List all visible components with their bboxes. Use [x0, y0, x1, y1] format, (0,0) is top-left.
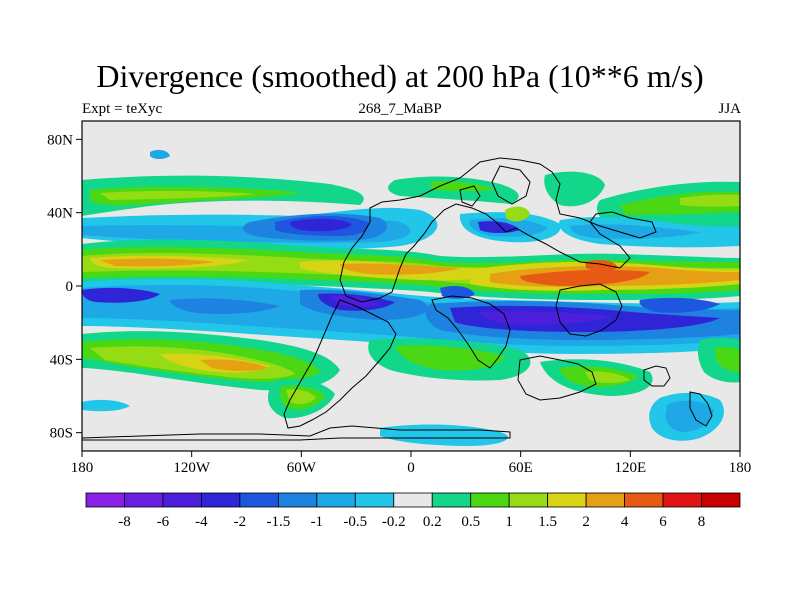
colorbar-swatch	[85, 492, 125, 508]
colorbar-swatch	[277, 492, 318, 508]
experiment-label: Expt = teXyc	[82, 101, 163, 117]
colorbar-label: 2	[582, 514, 590, 530]
x-tick-label: 60E	[509, 460, 533, 476]
run-label: 268_7_MaBP	[358, 101, 442, 117]
y-tick-label: 40S	[50, 352, 73, 368]
colorbar-swatch	[201, 492, 241, 508]
colorbar-label: 0.5	[461, 514, 480, 530]
colorbar-swatch	[316, 492, 356, 508]
north-divergence-band	[82, 171, 740, 230]
y-tick-label: 80N	[47, 132, 73, 148]
colorbar-label: -4	[195, 514, 208, 530]
season-label: JJA	[718, 101, 741, 117]
colorbar-swatch	[162, 492, 202, 508]
colorbar-label: 1.5	[538, 514, 557, 530]
colorbar-label: -6	[157, 514, 170, 530]
north-convergence-band	[82, 206, 740, 250]
colorbar-label: 6	[659, 514, 667, 530]
y-tick-label: 0	[66, 279, 74, 295]
colorbar-label: -8	[118, 514, 131, 530]
colorbar-swatch	[701, 492, 741, 508]
y-tick-label: 40N	[47, 206, 73, 222]
tropical-divergence-band	[82, 239, 740, 300]
colorbar-swatch	[239, 492, 279, 508]
colorbar-label: 8	[698, 514, 706, 530]
x-tick-label: 120W	[173, 460, 211, 476]
tropical-convergence-band	[82, 279, 740, 354]
colorbar-label: -1.5	[266, 514, 290, 530]
colorbar-label: 4	[621, 514, 629, 530]
colorbar-swatch	[124, 492, 164, 508]
colorbar-swatch	[662, 492, 702, 508]
colorbar-label: 1	[505, 514, 513, 530]
colorbar-swatch	[431, 492, 472, 508]
colorbar-swatch	[585, 492, 625, 508]
colorbar-label: -2	[234, 514, 247, 530]
colorbar-swatch	[624, 492, 664, 508]
colorbar-label: 0.2	[423, 514, 442, 530]
x-tick-label: 180	[71, 460, 94, 476]
y-axis-ticks: 80N 40N 0 40S 80S	[47, 132, 82, 442]
x-tick-label: 0	[407, 460, 415, 476]
colorbar-swatch	[354, 492, 395, 508]
south-divergence-band	[82, 331, 740, 419]
y-tick-label: 80S	[50, 426, 73, 442]
plot-title: Divergence (smoothed) at 200 hPa (10**6 …	[96, 58, 704, 94]
coastlines	[82, 157, 713, 441]
colorbar-swatch	[508, 492, 549, 508]
colorbar-swatch	[393, 492, 433, 508]
x-tick-label: 180	[729, 460, 752, 476]
colorbar-label: -1	[311, 514, 324, 530]
colorbar-label: -0.2	[382, 514, 406, 530]
x-axis-ticks: 180 120W 60W 0 60E 120E 180	[71, 451, 752, 476]
colorbar-swatch	[547, 492, 587, 508]
colorbar-label: -0.5	[343, 514, 367, 530]
x-tick-label: 120E	[614, 460, 646, 476]
colorbar-swatch	[470, 492, 510, 508]
x-tick-label: 60W	[287, 460, 317, 476]
